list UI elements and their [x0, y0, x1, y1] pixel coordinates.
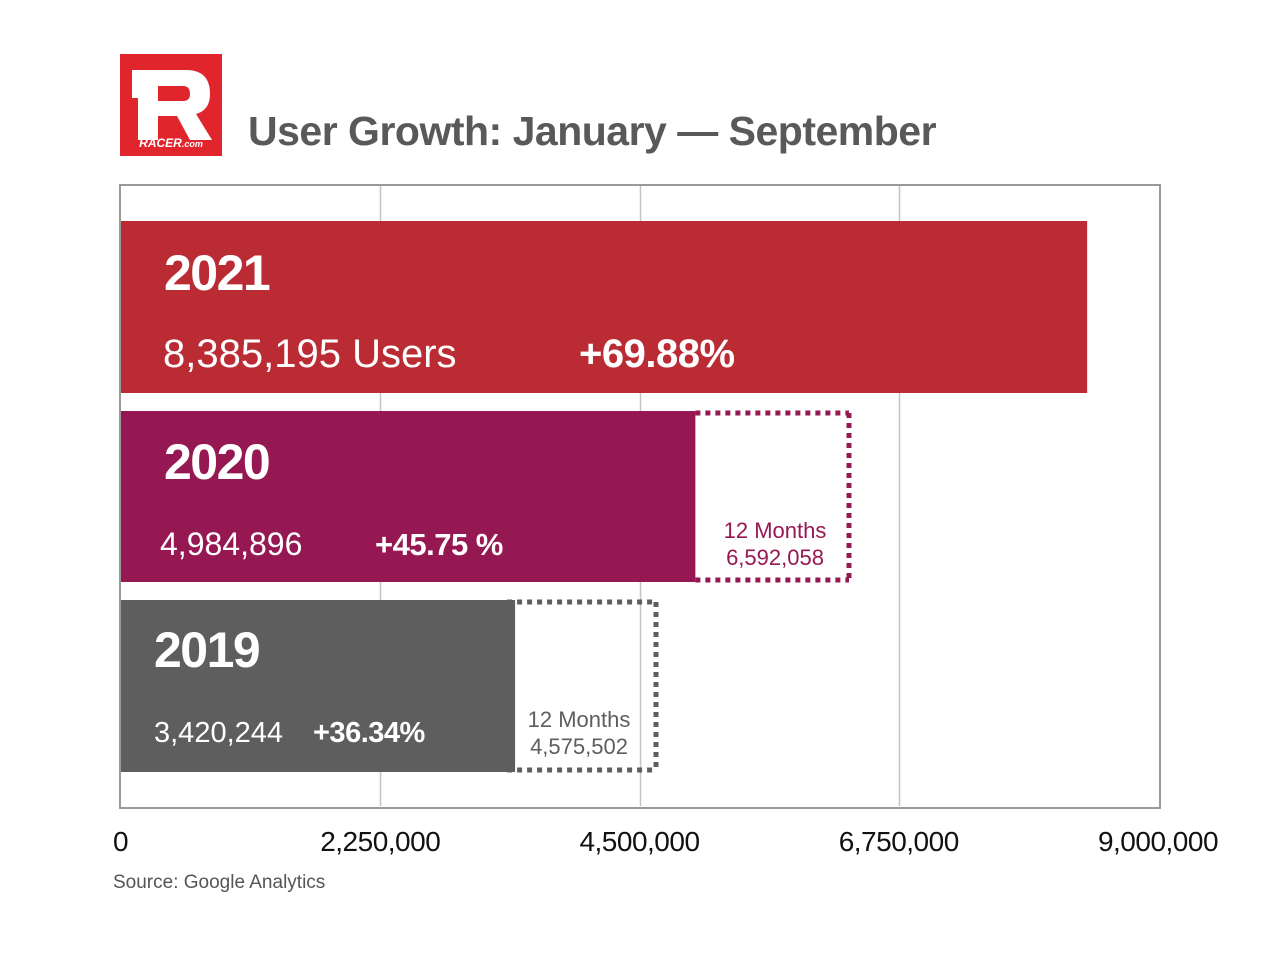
bar-2021 — [121, 221, 1088, 393]
bar-2019-growth-label: +36.34% — [313, 717, 425, 749]
twelve-months-label: 12 Months — [723, 518, 827, 543]
bar-2021-value-label: 8,385,195 Users — [163, 332, 457, 376]
bar-2020-year-label: 2020 — [164, 434, 271, 490]
bar-2020-twelve-months: 12 Months 6,592,058 — [700, 517, 850, 571]
twelve-months-label: 12 Months — [527, 707, 631, 732]
twelve-months-outline-2020 — [695, 410, 852, 583]
source-note: Source: Google Analytics — [113, 872, 326, 893]
x-tick-label: 4,500,000 — [579, 826, 700, 857]
x-tick-label: 9,000,000 — [1097, 826, 1219, 857]
bar-2021-growth-label: +69.88% — [579, 332, 735, 376]
bar-2019-value-label: 3,420,244 — [154, 717, 284, 749]
bar-2021-year-label: 2021 — [164, 245, 271, 301]
racer-r-logo-icon — [132, 70, 212, 140]
x-tick-label: 2,250,000 — [320, 826, 441, 857]
bar-2020 — [121, 411, 696, 582]
twelve-months-value: 4,575,502 — [530, 734, 628, 759]
logo-wordmark: RACER.com — [139, 136, 203, 150]
bar-2019-twelve-months: 12 Months 4,575,502 — [505, 706, 653, 760]
bar-2020-growth-label: +45.75 % — [375, 527, 503, 562]
x-tick-label: 0 — [113, 826, 129, 857]
racer-logo: RACER.com — [120, 54, 222, 156]
bar-2019 — [121, 600, 516, 772]
x-tick-label: 6,750,000 — [838, 826, 960, 857]
twelve-months-outline-2019 — [507, 599, 659, 773]
chart-title: User Growth: January — September — [248, 108, 937, 154]
twelve-months-value: 6,592,058 — [726, 545, 824, 570]
bar-2019-year-label: 2019 — [154, 622, 261, 678]
bar-2020-value-label: 4,984,896 — [160, 526, 303, 562]
chart-frame — [119, 184, 1161, 809]
